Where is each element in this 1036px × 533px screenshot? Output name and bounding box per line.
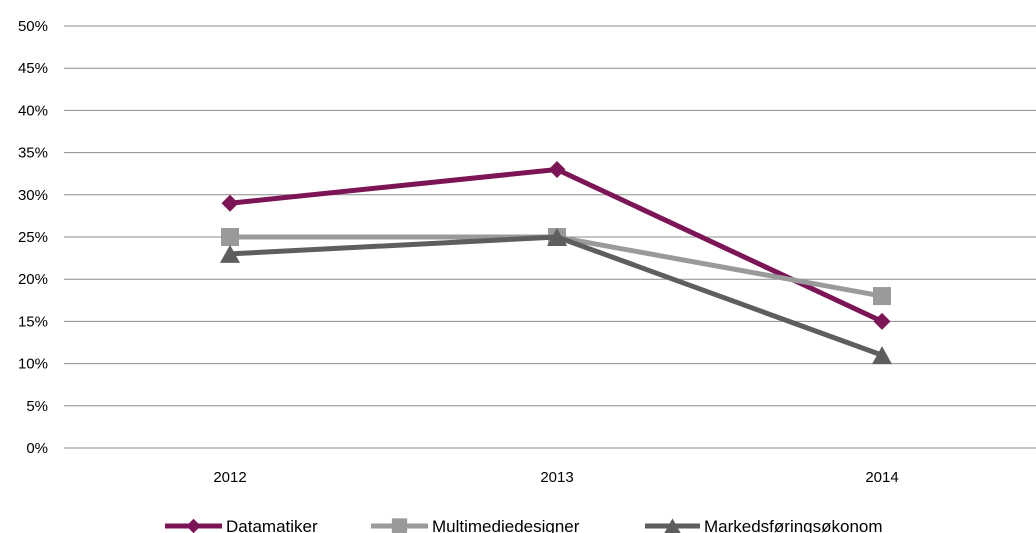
data-point-triangle [664,518,681,533]
x-tick-label: 2012 [213,469,246,486]
data-point-triangle [547,228,567,246]
y-axis-ticks: 0% 5% 10% 15% 20% 25% 30% 35% 40% 45% 50% [18,18,48,457]
series-layer [220,160,892,365]
y-tick-label: 5% [26,398,48,415]
y-tick-label: 20% [18,271,48,288]
y-tick-label: 50% [18,18,48,35]
x-axis-ticks: 2012 2013 2014 [213,469,898,486]
legend-label: Datamatiker [226,517,318,533]
data-point-square [391,518,408,533]
y-tick-label: 25% [18,229,48,246]
data-point-triangle [220,244,240,263]
legend-label: Markedsføringsøkonom [704,517,883,533]
data-point-diamond [186,518,201,533]
data-point-square [221,228,239,246]
legend-entry: Multimediedesigner [371,517,580,533]
data-point-diamond [873,312,891,330]
y-tick-label: 45% [18,60,48,77]
y-tick-label: 0% [26,440,48,457]
y-tick-label: 35% [18,145,48,162]
legend-entry: Datamatiker [165,517,318,533]
data-point-diamond [548,160,566,178]
x-tick-label: 2013 [540,469,573,486]
y-tick-label: 10% [18,356,48,373]
y-tick-label: 30% [18,187,48,204]
series-line [227,234,885,358]
legend-label: Multimediedesigner [432,517,580,533]
data-point-triangle [872,346,892,365]
data-point-square [873,287,891,306]
legend: Datamatiker Multimediedesigner Markedsføri… [165,517,883,533]
legend-entry: Markedsføringsøkonom [645,517,883,533]
y-tick-label: 40% [18,102,48,119]
series-markedsføringsøkonom [220,228,892,365]
series-datamatiker [221,160,891,330]
y-tick-label: 15% [18,313,48,330]
data-point-diamond [221,194,239,212]
x-tick-label: 2014 [865,469,898,486]
